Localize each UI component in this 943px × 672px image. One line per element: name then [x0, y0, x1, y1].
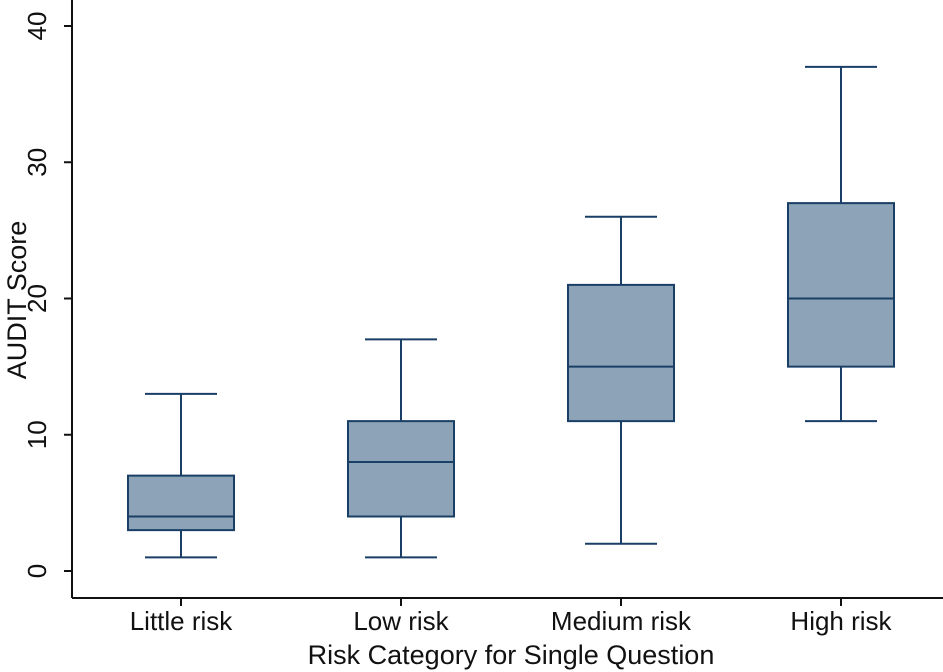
x-tick-label: Low risk	[353, 606, 449, 636]
iqr-box	[787, 202, 895, 368]
iqr-box	[567, 283, 675, 423]
boxes	[127, 65, 895, 559]
x-tick-label: Little risk	[130, 606, 234, 636]
y-tick-label: 30	[22, 148, 52, 177]
box-little-risk	[127, 392, 235, 559]
y-axis-title: AUDIT Score	[2, 221, 32, 380]
x-axis-category-labels: Little risk Low risk Medium risk High risk	[130, 598, 893, 636]
box-low-risk	[347, 338, 455, 559]
x-axis-title: Risk Category for Single Question	[308, 640, 715, 670]
iqr-box	[127, 474, 235, 532]
iqr-box	[347, 420, 455, 518]
box-medium-risk	[567, 215, 675, 545]
y-tick-label: 10	[22, 420, 52, 449]
y-tick-label: 40	[22, 12, 52, 41]
box-high-risk	[787, 65, 895, 423]
y-tick-label: 0	[22, 564, 52, 578]
x-tick-label: High risk	[790, 606, 892, 636]
y-tick-label: 20	[22, 284, 52, 313]
y-axis-ticks: 0 10 20 30 40	[22, 12, 72, 578]
x-tick-label: Medium risk	[551, 606, 692, 636]
